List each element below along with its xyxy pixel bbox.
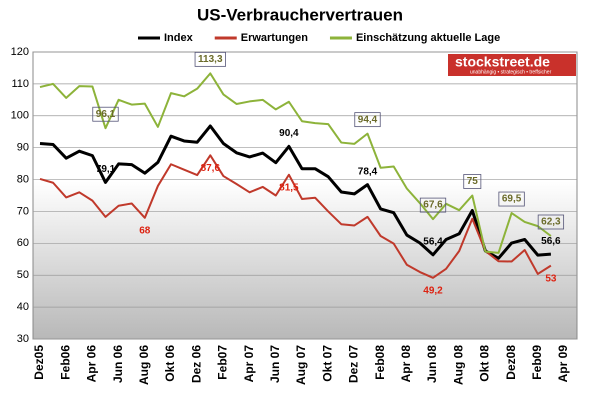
logo-name: stockstreet.de xyxy=(455,54,550,70)
x-tick-label: Okt 06 xyxy=(163,345,177,382)
data-label: 49,2 xyxy=(423,285,443,296)
legend-label: Index xyxy=(164,32,194,44)
x-tick-label: Aug 08 xyxy=(451,345,465,385)
y-tick-label: 50 xyxy=(17,269,29,281)
x-tick-label: Feb08 xyxy=(373,345,387,380)
data-label: 113,3 xyxy=(198,54,223,65)
data-label: 56,6 xyxy=(541,236,561,247)
y-tick-label: 120 xyxy=(11,46,29,58)
data-label: 81,5 xyxy=(279,182,299,193)
data-label: 87,6 xyxy=(201,163,221,174)
x-tick-label: Aug 06 xyxy=(137,345,151,385)
data-label: 75 xyxy=(467,176,479,187)
legend-label: Erwartungen xyxy=(241,32,309,44)
label-box xyxy=(92,106,119,122)
logo-slogan: unabhängig • strategisch • treffsicher xyxy=(470,69,552,75)
series-line xyxy=(39,124,552,260)
x-tick-label: Feb06 xyxy=(58,345,72,380)
x-tick-label: Jun 08 xyxy=(425,345,439,383)
data-label: 56,4 xyxy=(423,236,443,247)
label-box xyxy=(419,197,447,213)
data-label: 53 xyxy=(545,273,557,284)
label-box xyxy=(498,191,525,207)
y-tick-label: 60 xyxy=(17,237,29,249)
y-tick-label: 90 xyxy=(17,142,29,154)
plot-area xyxy=(32,51,578,340)
x-tick-label: Dez 06 xyxy=(189,345,203,383)
y-tick-label: 100 xyxy=(11,110,29,122)
x-tick-label: Dez 07 xyxy=(347,345,361,383)
data-label: 94,4 xyxy=(358,114,378,125)
series-line xyxy=(39,72,552,254)
data-label: 62,3 xyxy=(541,217,561,228)
data-label: 68 xyxy=(139,225,151,236)
data-label: 96,1 xyxy=(96,109,116,120)
x-tick-label: Okt 08 xyxy=(478,345,492,382)
y-tick-label: 40 xyxy=(17,301,29,313)
label-box xyxy=(354,112,381,128)
x-tick-label: Apr 08 xyxy=(399,345,413,383)
y-tick-label: 110 xyxy=(11,78,29,90)
series-line xyxy=(39,154,552,279)
x-tick-label: Aug 07 xyxy=(294,345,308,385)
x-tick-label: Dez05 xyxy=(32,345,46,380)
y-tick-label: 30 xyxy=(17,333,29,345)
label-box xyxy=(194,51,226,67)
legend-label: Einschätzung aktuelle Lage xyxy=(356,32,500,44)
label-box xyxy=(537,214,565,230)
data-label: 79,1 xyxy=(96,164,116,175)
chart-title: US-Verbrauchervertrauen xyxy=(197,5,403,24)
label-box xyxy=(463,174,482,189)
x-tick-label: Feb07 xyxy=(216,345,230,380)
x-tick-label: Jun 06 xyxy=(111,345,125,383)
data-label: 69,5 xyxy=(502,194,522,205)
x-tick-label: Apr 06 xyxy=(85,345,99,383)
data-label: 78,4 xyxy=(358,166,378,177)
data-label: 67,6 xyxy=(423,200,443,211)
x-tick-label: Feb09 xyxy=(530,345,544,380)
y-tick-label: 70 xyxy=(17,205,29,217)
logo-box xyxy=(448,54,576,76)
y-tick-label: 80 xyxy=(17,173,29,185)
x-tick-label: Jun 07 xyxy=(268,345,282,383)
x-tick-label: Apr 09 xyxy=(556,345,570,383)
x-tick-label: Apr 07 xyxy=(242,345,256,383)
data-label: 90,4 xyxy=(279,128,299,139)
x-tick-label: Dez08 xyxy=(504,345,518,380)
x-tick-label: Okt 07 xyxy=(320,345,334,382)
